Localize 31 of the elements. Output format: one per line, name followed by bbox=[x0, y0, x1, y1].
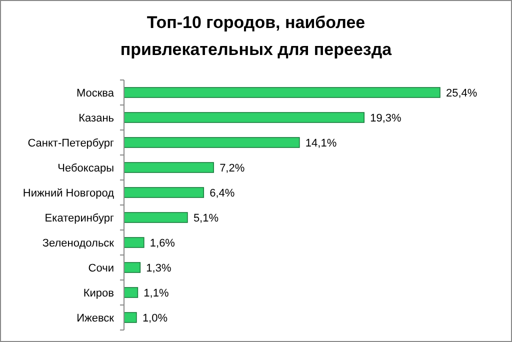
data-label: 6,4% bbox=[210, 187, 235, 200]
y-tick-label: Зеленодольск bbox=[42, 237, 114, 250]
y-tick-label: Екатеринбург bbox=[44, 212, 114, 224]
y-tick-label: Чебоксары bbox=[58, 162, 114, 174]
bar bbox=[124, 137, 300, 148]
bar bbox=[124, 312, 137, 323]
y-tick-label: Нижний Новгород bbox=[22, 187, 115, 200]
bar bbox=[124, 287, 138, 298]
data-label: 1,1% bbox=[144, 287, 169, 300]
bar bbox=[124, 112, 365, 123]
data-label: 7,2% bbox=[220, 162, 245, 174]
data-label: 1,3% bbox=[146, 262, 172, 274]
data-label: 25,4% bbox=[446, 87, 478, 100]
data-label: 1,0% bbox=[142, 312, 168, 324]
data-label: 19,3% bbox=[370, 112, 402, 124]
y-tick-label: Киров bbox=[83, 287, 114, 300]
bar bbox=[124, 162, 214, 173]
y-tick-label: Сочи bbox=[88, 262, 114, 274]
bar bbox=[124, 237, 144, 248]
bar bbox=[124, 212, 188, 223]
y-tick-label: Ижевск bbox=[76, 312, 114, 324]
y-tick-label: Казань bbox=[78, 112, 114, 124]
data-label: 14,1% bbox=[305, 137, 337, 150]
data-label: 1,6% bbox=[150, 237, 176, 250]
bar bbox=[124, 187, 204, 198]
bar bbox=[124, 262, 141, 273]
data-label: 5,1% bbox=[193, 212, 219, 224]
y-tick-label: Санкт-Петербург bbox=[28, 137, 114, 150]
y-tick-label: Москва bbox=[76, 87, 115, 100]
chart-title: Топ-10 городов, наиболее привлекательных для переезда bbox=[120, 13, 392, 59]
bar bbox=[124, 87, 440, 98]
